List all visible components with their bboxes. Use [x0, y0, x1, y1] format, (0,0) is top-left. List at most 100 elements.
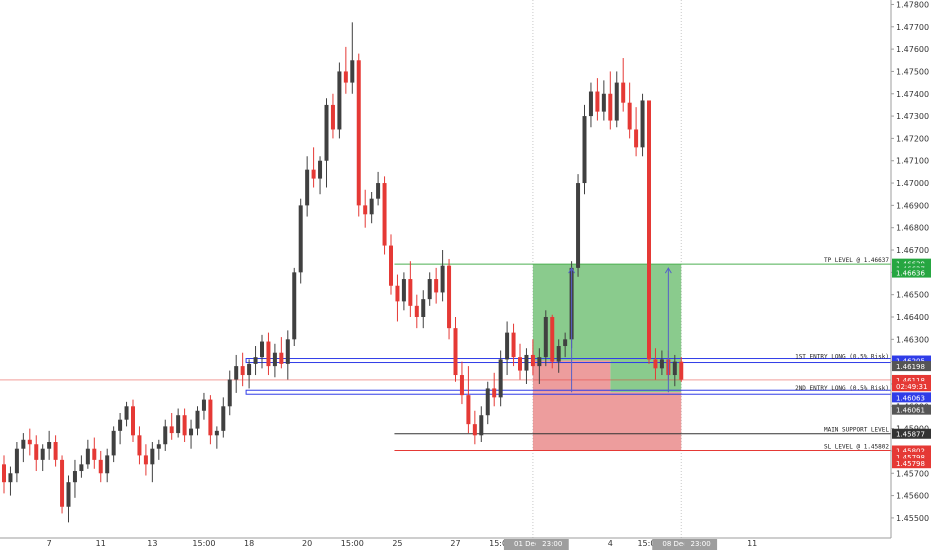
- candle: [324, 98, 329, 188]
- candle-body: [485, 388, 490, 416]
- candle: [466, 366, 471, 434]
- candle: [343, 46, 348, 94]
- candle-body: [260, 341, 264, 358]
- price-tag-label: 1.46061: [896, 407, 925, 415]
- time-tick-label: 18: [244, 539, 254, 548]
- candle-body: [98, 459, 103, 474]
- candle: [550, 314, 555, 369]
- time-highlight-bg: [652, 539, 711, 550]
- candle-body: [621, 82, 626, 103]
- price-tag: [892, 381, 931, 392]
- candle: [614, 71, 619, 128]
- candle: [537, 348, 542, 384]
- candle: [395, 274, 400, 322]
- time-highlight-label: 23:00: [691, 540, 711, 548]
- candle-body: [524, 354, 529, 371]
- candle: [176, 408, 181, 438]
- candle: [563, 332, 568, 358]
- candle: [447, 258, 452, 340]
- candle-body: [640, 100, 645, 148]
- price-tags: 1.466391.466371.466361.462051.461981.461…: [892, 258, 931, 469]
- candle-body: [472, 424, 477, 436]
- candle: [369, 191, 374, 224]
- candle-body: [414, 305, 419, 317]
- candle-body: [337, 71, 342, 130]
- candle-body: [221, 406, 226, 431]
- candle: [318, 156, 323, 195]
- time-tick-label: 20: [302, 539, 312, 548]
- price-tick-label: 1.47000: [896, 179, 929, 188]
- time-axis[interactable]: 7 11 13 15:00 18 20 15:00 25 27 15:00 4 15:00 11 01 D…: [0, 537, 932, 550]
- candle: [530, 339, 535, 376]
- candle: [459, 361, 464, 405]
- price-tick-label: 1.47100: [896, 157, 929, 166]
- candle: [595, 78, 600, 121]
- price-tag: [892, 428, 931, 439]
- candle: [440, 250, 445, 302]
- price-levels: [0, 263, 892, 451]
- target-arrow-head: [568, 267, 576, 274]
- candle: [634, 107, 639, 157]
- time-highlight-label: 08 Dec '19: [662, 540, 700, 548]
- candle-body: [176, 415, 181, 434]
- candle-body: [556, 346, 561, 362]
- candle: [234, 354, 239, 393]
- candle: [492, 372, 497, 407]
- candle-body: [27, 439, 32, 445]
- candle-body: [124, 406, 129, 420]
- candle-body: [608, 93, 613, 121]
- time-tick-label: 11: [96, 539, 106, 548]
- candle-body: [21, 439, 26, 449]
- candle-body: [601, 93, 606, 112]
- level-label-0: TP LEVEL @ 1.46637: [824, 257, 889, 264]
- time-highlight-bg: [684, 539, 718, 550]
- candle: [292, 267, 297, 347]
- price-tag: [892, 458, 931, 469]
- candle: [298, 198, 303, 284]
- time-highlight-label: 01 Dec '19: [514, 540, 552, 548]
- candle: [588, 82, 593, 128]
- level-label-4: SL LEVEL @ 1.45802: [824, 443, 889, 450]
- candle: [118, 412, 123, 445]
- candle-body: [537, 357, 542, 367]
- candle: [21, 433, 26, 463]
- candle: [47, 430, 52, 460]
- price-tick-label: 1.47500: [896, 67, 929, 76]
- candle: [556, 339, 561, 373]
- price-tag: [892, 451, 931, 462]
- candle-body: [582, 116, 587, 184]
- time-tick-label: 13: [147, 539, 157, 548]
- candle-body: [427, 279, 432, 300]
- candle-body: [208, 399, 213, 436]
- candle: [679, 357, 684, 382]
- candle: [305, 156, 310, 217]
- candle-body: [653, 359, 658, 369]
- candle: [608, 71, 613, 130]
- candle: [247, 359, 252, 389]
- candle-body: [363, 205, 368, 215]
- candle-body: [298, 205, 303, 273]
- candle: [485, 381, 490, 425]
- candle-body: [47, 442, 52, 449]
- price-tag: [892, 404, 931, 415]
- time-highlight-bg: [535, 539, 569, 550]
- price-tag-label: 02:49:31: [896, 383, 927, 391]
- candle-body: [111, 430, 116, 456]
- candle-body: [576, 183, 581, 268]
- candle-body: [214, 430, 219, 436]
- candle: [453, 316, 458, 382]
- candle-body: [330, 104, 335, 130]
- price-tick-label: 1.46900: [896, 201, 929, 210]
- candle: [92, 437, 97, 469]
- candle-body: [459, 375, 464, 396]
- candle-body: [189, 428, 194, 436]
- candle-body: [85, 448, 90, 465]
- level-label-1: 1ST ENTRY LONG (0.5% Risk): [795, 354, 889, 361]
- time-tick-label: 11: [747, 539, 757, 548]
- candle-body: [634, 129, 639, 148]
- price-tag-label: 1.45798: [896, 454, 925, 462]
- candle-body: [659, 359, 664, 369]
- candle-body: [543, 316, 548, 358]
- candle: [105, 448, 110, 483]
